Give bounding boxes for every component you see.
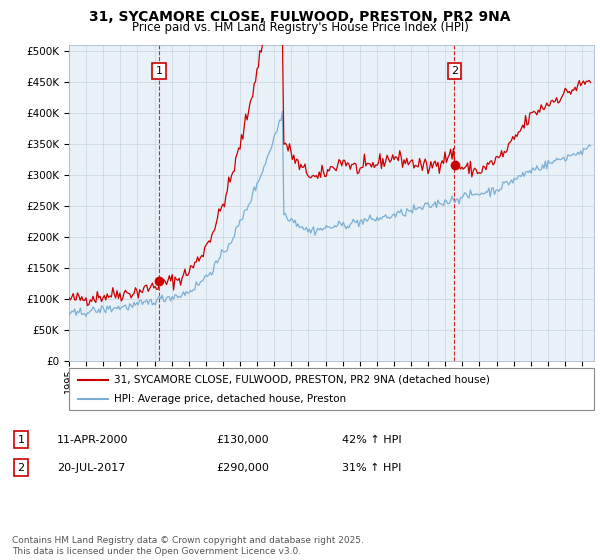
Text: 2: 2 [17, 463, 25, 473]
Text: 31, SYCAMORE CLOSE, FULWOOD, PRESTON, PR2 9NA (detached house): 31, SYCAMORE CLOSE, FULWOOD, PRESTON, PR… [114, 375, 490, 385]
Text: HPI: Average price, detached house, Preston: HPI: Average price, detached house, Pres… [114, 394, 346, 404]
Text: 11-APR-2000: 11-APR-2000 [57, 435, 128, 445]
Text: £130,000: £130,000 [216, 435, 269, 445]
Text: Contains HM Land Registry data © Crown copyright and database right 2025.
This d: Contains HM Land Registry data © Crown c… [12, 536, 364, 556]
Text: 1: 1 [155, 66, 163, 76]
Text: 2: 2 [451, 66, 458, 76]
Text: 1: 1 [17, 435, 25, 445]
Text: Price paid vs. HM Land Registry's House Price Index (HPI): Price paid vs. HM Land Registry's House … [131, 21, 469, 34]
Text: 31, SYCAMORE CLOSE, FULWOOD, PRESTON, PR2 9NA: 31, SYCAMORE CLOSE, FULWOOD, PRESTON, PR… [89, 10, 511, 24]
Text: 42% ↑ HPI: 42% ↑ HPI [342, 435, 401, 445]
Text: £290,000: £290,000 [216, 463, 269, 473]
Text: 20-JUL-2017: 20-JUL-2017 [57, 463, 125, 473]
Text: 31% ↑ HPI: 31% ↑ HPI [342, 463, 401, 473]
